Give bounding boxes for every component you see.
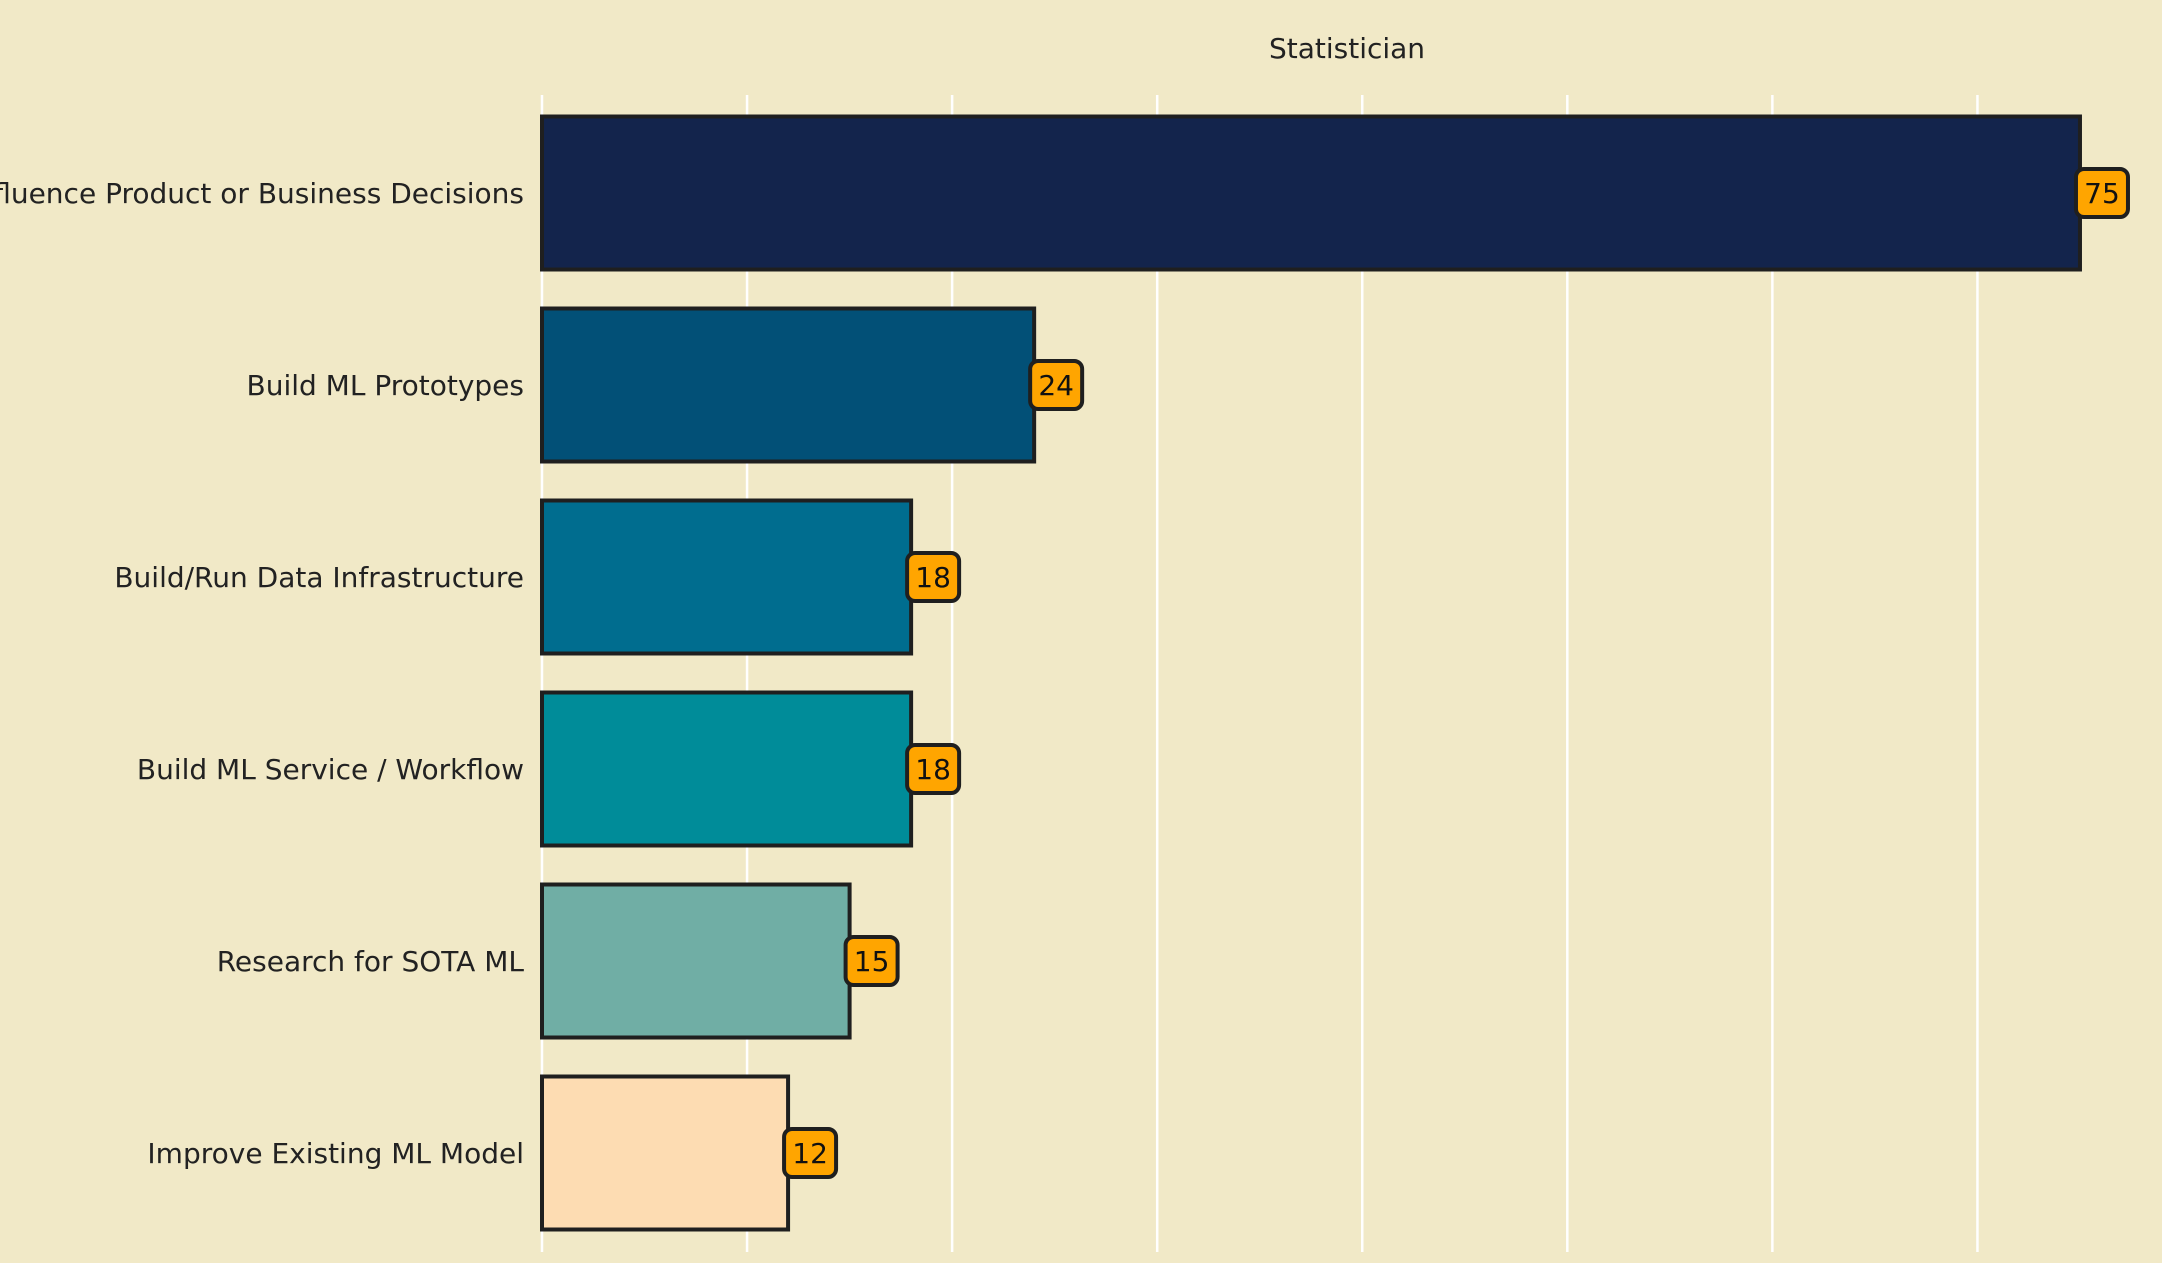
value-labels: 75 24 18 18 15 12	[782, 167, 2130, 1179]
y-tick-labels: Influence Product or Business Decisions B…	[0, 177, 524, 1170]
bar	[540, 306, 1037, 464]
value-label-text: 18	[915, 561, 951, 594]
value-label: 15	[843, 935, 900, 987]
value-label: 75	[2073, 167, 2130, 219]
value-label: 24	[1028, 359, 1085, 411]
bar	[540, 882, 852, 1040]
value-label: 18	[905, 743, 962, 795]
value-label-box	[2073, 167, 2130, 219]
chart-title: Statistician	[1269, 32, 1425, 65]
value-label-text: 18	[915, 753, 951, 786]
value-label-text: 15	[854, 945, 890, 978]
value-label-text: 75	[2084, 177, 2120, 210]
value-label-box	[1028, 359, 1085, 411]
y-tick-label: Improve Existing ML Model	[147, 1137, 524, 1170]
value-label-text: 24	[1038, 369, 1074, 402]
bar	[540, 1074, 791, 1232]
value-label-text: 12	[792, 1137, 828, 1170]
value-label-box	[843, 935, 900, 987]
value-label-box	[905, 551, 962, 603]
value-label-box	[782, 1127, 839, 1179]
bar	[540, 114, 2082, 272]
value-label: 18	[905, 551, 962, 603]
bar	[540, 498, 914, 656]
bar	[540, 690, 914, 848]
y-tick-label: Build/Run Data Infrastructure	[114, 561, 524, 594]
bars	[540, 114, 2082, 1232]
y-tick-label: Build ML Prototypes	[246, 369, 524, 402]
value-label: 12	[782, 1127, 839, 1179]
y-tick-label: Build ML Service / Workflow	[137, 753, 524, 786]
gridlines	[540, 95, 1979, 1252]
y-tick-label: Influence Product or Business Decisions	[0, 177, 524, 210]
value-label-box	[905, 743, 962, 795]
y-tick-label: Research for SOTA ML	[217, 945, 525, 978]
